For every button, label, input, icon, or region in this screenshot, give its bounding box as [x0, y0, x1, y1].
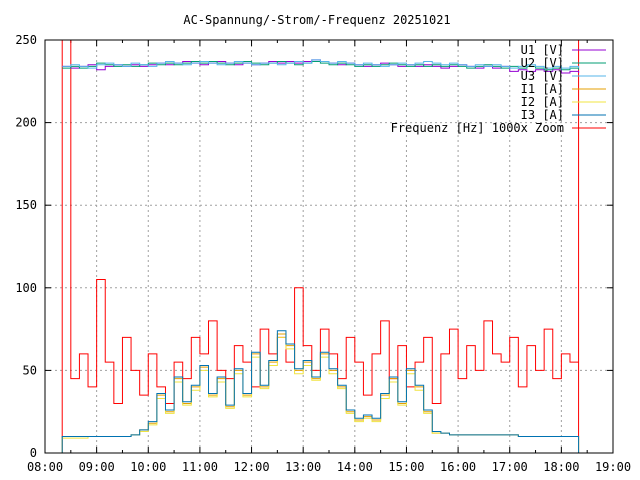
x-tick-label: 18:00	[543, 460, 579, 474]
y-tick-label: 250	[15, 33, 37, 47]
x-tick-label: 09:00	[79, 460, 115, 474]
x-tick-label: 16:00	[440, 460, 476, 474]
x-tick-label: 15:00	[388, 460, 424, 474]
series-line-frequenz	[61, 39, 580, 453]
series-group	[61, 39, 580, 453]
y-tick-label: 200	[15, 116, 37, 130]
legend-label: I2 [A]	[521, 95, 564, 109]
legend: U1 [V]U2 [V]U3 [V]I1 [A]I2 [A]I3 [A]Freq…	[391, 43, 606, 135]
grid	[45, 40, 613, 453]
x-tick-label: 19:00	[595, 460, 631, 474]
legend-label: U3 [V]	[521, 69, 564, 83]
x-tick-label: 17:00	[492, 460, 528, 474]
series-line-i3	[61, 330, 580, 453]
legend-label: Frequenz [Hz] 1000x Zoom	[391, 121, 564, 135]
x-tick-label: 12:00	[233, 460, 269, 474]
x-tick-label: 13:00	[285, 460, 321, 474]
plot-border	[44, 39, 614, 454]
y-tick-label: 50	[23, 363, 37, 377]
legend-label: I1 [A]	[521, 82, 564, 96]
series-line-u3	[62, 59, 580, 69]
legend-label: U1 [V]	[521, 43, 564, 57]
legend-label: U2 [V]	[521, 56, 564, 70]
axis-ticks: 0 50 100 150 200 250 08:00 09:00 10:00 11:00 12:00…	[15, 33, 631, 474]
chart-title: AC-Spannung/-Strom/-Frequenz 20251021	[183, 13, 450, 27]
y-tick-label: 100	[15, 281, 37, 295]
x-tick-label: 11:00	[182, 460, 218, 474]
y-tick-label: 0	[30, 446, 37, 460]
x-tick-label: 08:00	[27, 460, 63, 474]
x-tick-label: 14:00	[337, 460, 373, 474]
y-tick-label: 150	[15, 198, 37, 212]
x-tick-label: 10:00	[130, 460, 166, 474]
legend-label: I3 [A]	[521, 108, 564, 122]
